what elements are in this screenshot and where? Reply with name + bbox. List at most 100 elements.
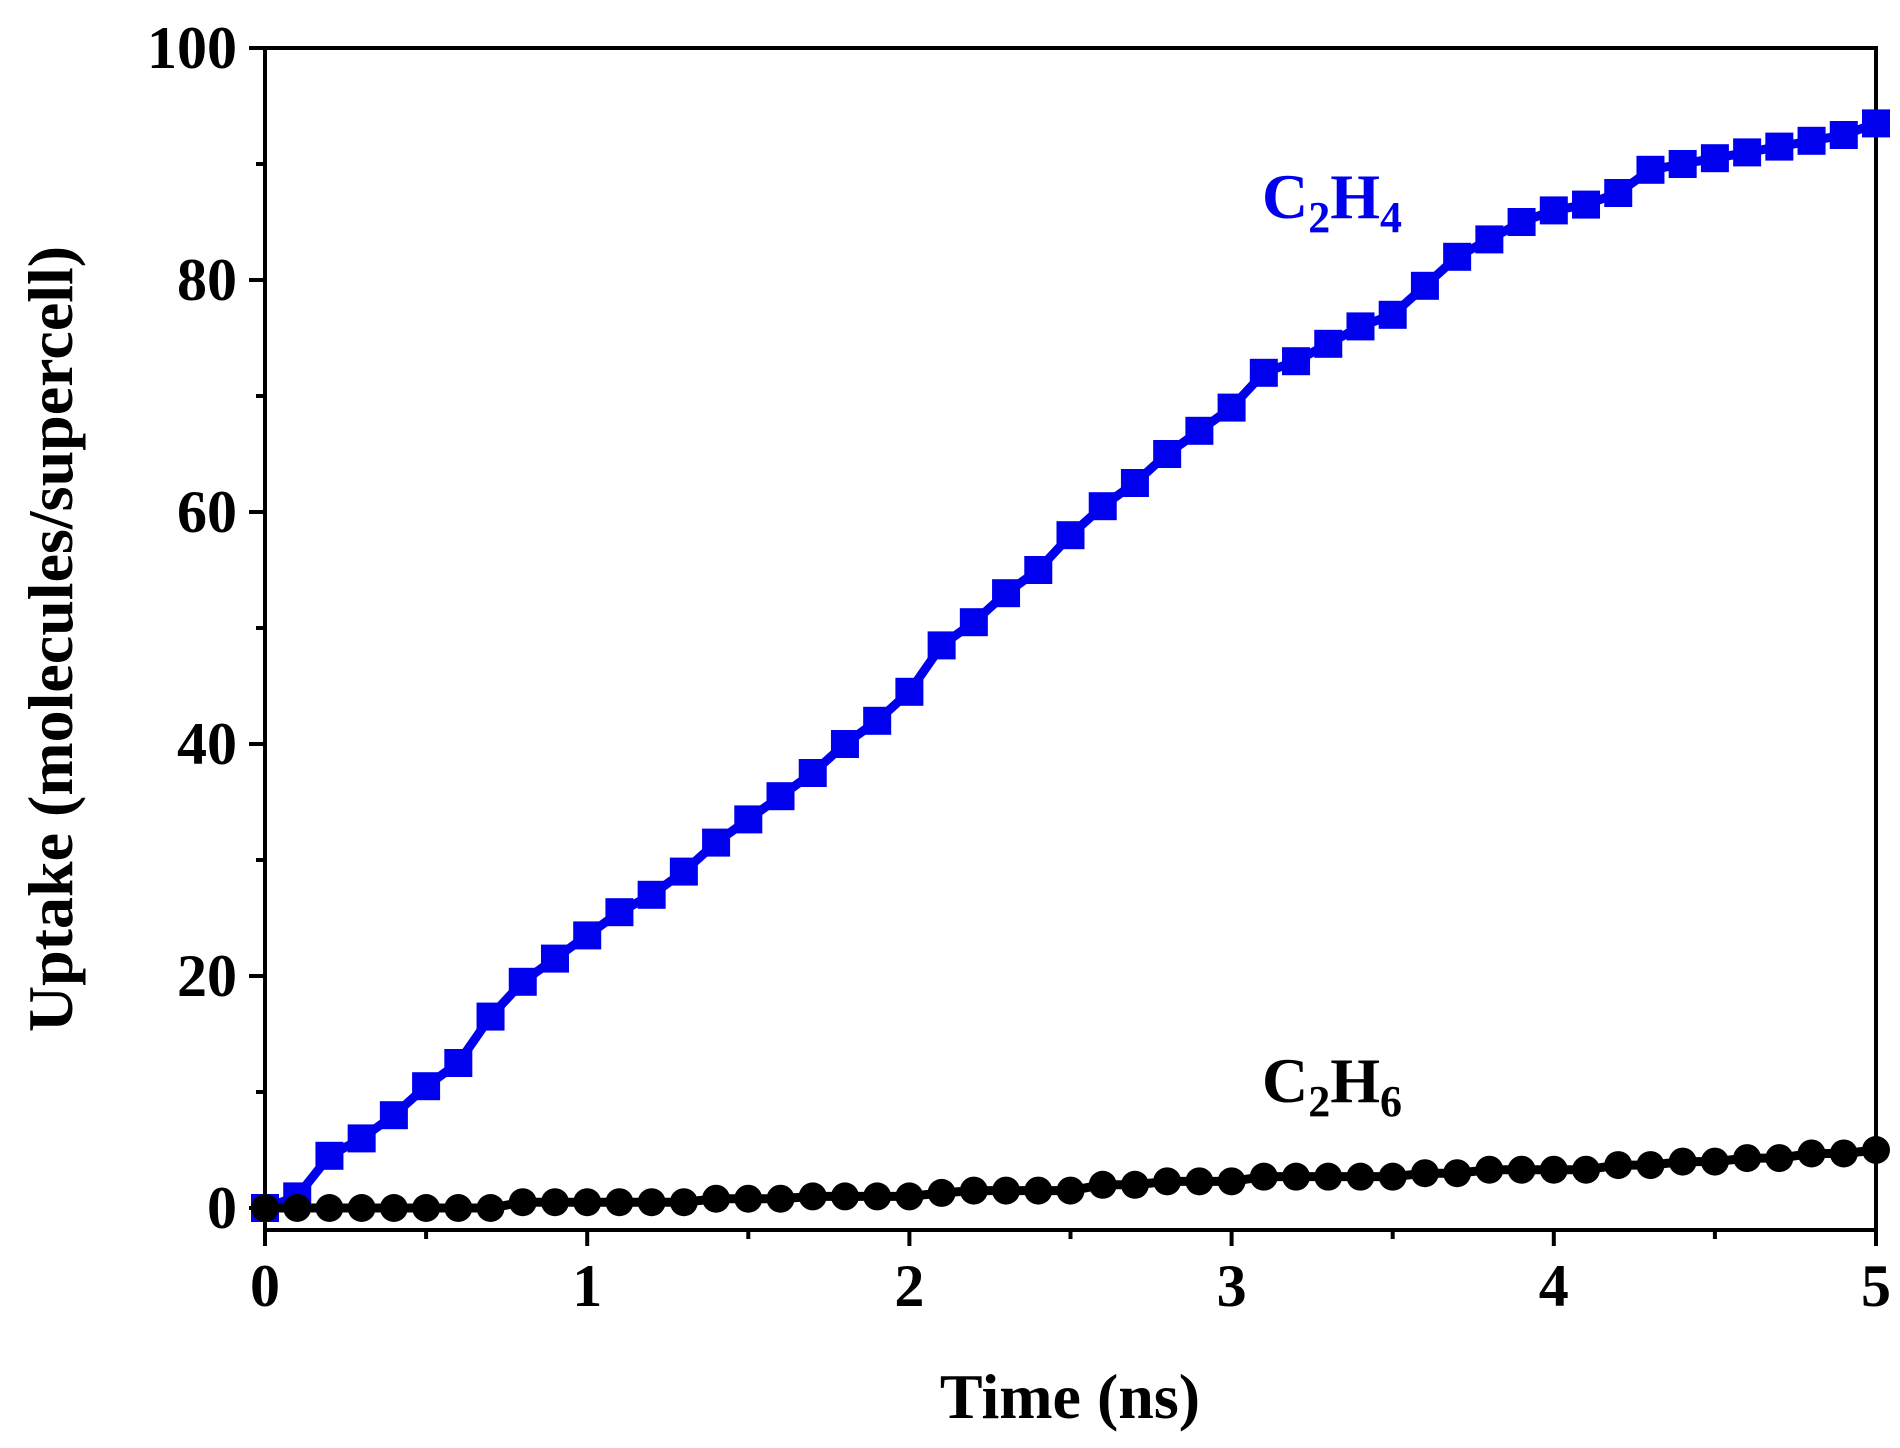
data-point-c2h4 [1120, 469, 1149, 497]
series-label-c2h4-sub1: 2 [1308, 193, 1330, 242]
plot-frame [263, 46, 1878, 1232]
data-point-c2h6 [1733, 1144, 1762, 1173]
data-point-c2h4 [830, 730, 859, 758]
series-layer [251, 109, 1890, 1222]
data-point-c2h4 [734, 805, 763, 834]
x-tick-label: 2 [894, 1253, 924, 1319]
data-point-c2h6 [508, 1188, 537, 1217]
data-point-c2h4 [798, 759, 827, 787]
data-point-c2h6 [734, 1184, 763, 1213]
data-point-c2h4 [669, 857, 698, 886]
data-point-c2h4 [1249, 358, 1278, 387]
data-point-c2h6 [347, 1194, 376, 1222]
data-point-c2h6 [830, 1182, 859, 1211]
data-point-c2h6 [1249, 1162, 1278, 1191]
data-point-c2h6 [1153, 1167, 1182, 1196]
data-point-c2h4 [605, 898, 634, 927]
data-point-c2h6 [1862, 1136, 1890, 1164]
data-point-c2h4 [1185, 416, 1214, 445]
data-point-c2h4 [1668, 150, 1697, 178]
data-point-c2h4 [508, 967, 537, 996]
data-point-c2h6 [1056, 1176, 1085, 1205]
y-tick-label: 0 [207, 1175, 237, 1241]
data-point-c2h6 [315, 1194, 344, 1222]
x-axis-ticks: 0 1 2 3 4 5 [250, 1230, 1891, 1319]
series-label-c2h6-mid: H [1330, 1045, 1380, 1116]
x-tick-label: 3 [1217, 1253, 1247, 1319]
data-point-c2h6 [1829, 1139, 1858, 1168]
data-point-c2h4 [379, 1101, 408, 1130]
data-point-c2h4 [895, 677, 924, 706]
data-point-c2h4 [1572, 190, 1601, 219]
data-point-c2h4 [1862, 109, 1890, 138]
y-axis-ticks: 0 20 40 60 80 100 [147, 15, 265, 1241]
data-point-c2h4 [1217, 393, 1246, 422]
data-point-c2h4 [1636, 155, 1665, 184]
data-point-c2h4 [1797, 126, 1826, 155]
data-point-c2h6 [379, 1194, 408, 1222]
data-point-c2h4 [1024, 556, 1053, 584]
series-label-c2h4-sub2: 4 [1380, 193, 1402, 242]
data-point-c2h6 [637, 1188, 666, 1217]
data-point-c2h4 [1700, 144, 1729, 173]
data-point-c2h6 [766, 1184, 795, 1213]
data-point-c2h6 [1443, 1159, 1472, 1188]
series-c2h4 [251, 109, 1890, 1222]
data-point-c2h4 [702, 828, 731, 857]
data-point-c2h4 [412, 1072, 441, 1101]
series-label-c2h6-sub2: 6 [1380, 1077, 1402, 1126]
data-point-c2h4 [347, 1124, 376, 1153]
data-point-c2h6 [1604, 1151, 1633, 1180]
series-line-c2h4 [263, 119, 1878, 1213]
series-label-c2h4-main: C [1262, 161, 1308, 232]
series-c2h6 [251, 1136, 1890, 1222]
y-tick-label: 100 [147, 15, 237, 81]
data-point-c2h4 [1829, 121, 1858, 149]
data-point-c2h6 [798, 1182, 827, 1211]
x-tick-label: 4 [1539, 1253, 1569, 1319]
data-point-c2h6 [1797, 1139, 1826, 1168]
data-point-c2h6 [1700, 1147, 1729, 1176]
data-point-c2h6 [1636, 1151, 1665, 1180]
data-point-c2h4 [1507, 208, 1536, 236]
y-tick-label: 80 [177, 247, 237, 313]
data-point-c2h6 [959, 1176, 988, 1205]
data-point-c2h6 [1282, 1162, 1311, 1191]
data-point-c2h4 [1475, 225, 1504, 254]
data-point-c2h6 [1314, 1162, 1343, 1191]
data-point-c2h4 [766, 782, 795, 811]
data-point-c2h4 [992, 579, 1021, 608]
data-point-c2h6 [1088, 1170, 1117, 1199]
data-point-c2h6 [283, 1194, 312, 1222]
data-point-c2h4 [1378, 300, 1407, 329]
data-point-c2h4 [476, 1002, 505, 1031]
data-point-c2h6 [1572, 1155, 1601, 1184]
data-point-c2h6 [251, 1194, 279, 1222]
series-label-c2h6-main: C [1262, 1045, 1308, 1116]
data-point-c2h6 [476, 1194, 505, 1222]
data-point-c2h6 [412, 1194, 441, 1222]
data-point-c2h4 [1346, 312, 1375, 341]
series-label-c2h6: C2H6 [1262, 1045, 1402, 1126]
data-point-c2h6 [1475, 1155, 1504, 1184]
series-label-c2h4: C2H4 [1262, 161, 1402, 242]
data-point-c2h6 [1410, 1159, 1439, 1188]
data-point-c2h6 [1120, 1170, 1149, 1199]
data-point-c2h4 [1604, 179, 1633, 207]
data-point-c2h4 [315, 1141, 344, 1170]
data-point-c2h6 [1507, 1155, 1536, 1184]
data-point-c2h6 [863, 1182, 892, 1211]
data-point-c2h4 [863, 706, 892, 735]
data-point-c2h6 [540, 1188, 569, 1217]
data-point-c2h4 [1410, 271, 1439, 300]
data-point-c2h6 [1185, 1167, 1214, 1196]
data-point-c2h6 [895, 1182, 924, 1211]
data-point-c2h6 [1765, 1144, 1794, 1173]
x-tick-label: 0 [250, 1253, 280, 1319]
data-point-c2h6 [1217, 1167, 1246, 1196]
data-point-c2h4 [1088, 492, 1117, 521]
data-point-c2h6 [573, 1188, 602, 1217]
series-label-c2h4-mid: H [1330, 161, 1380, 232]
data-point-c2h6 [605, 1188, 634, 1217]
